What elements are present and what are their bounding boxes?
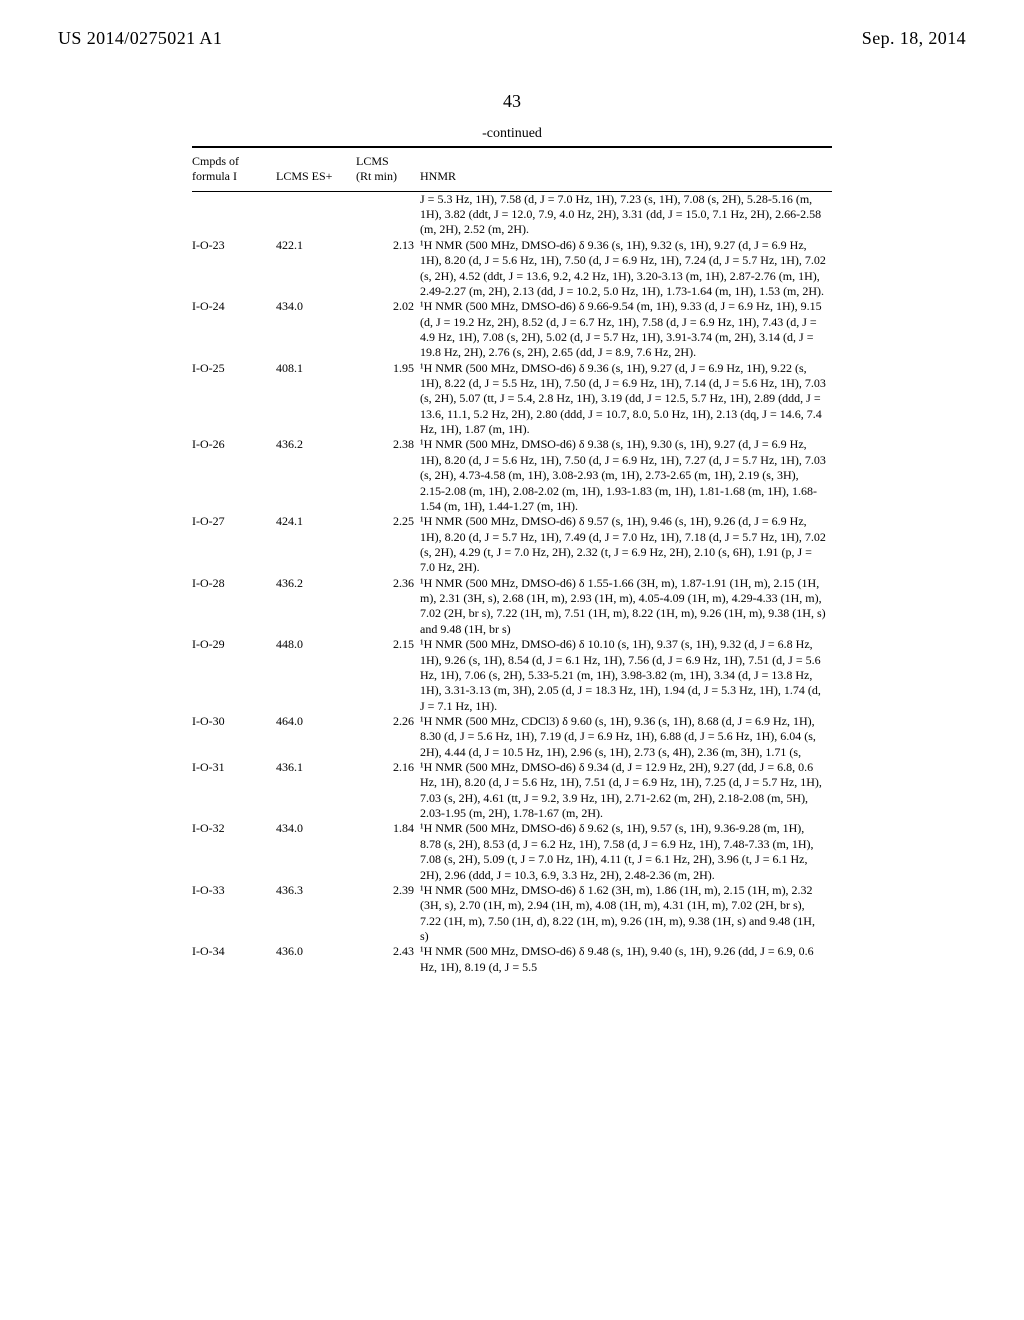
data-table-container: -continued Cmpds of formula I LCMS ES+ L… [192,126,832,975]
cell-rt: 2.43 [356,944,420,975]
cell-nmr: ¹H NMR (500 MHz, DMSO-d6) δ 9.38 (s, 1H)… [420,437,832,514]
col-header-es: LCMS ES+ [276,148,356,191]
patent-number: US 2014/0275021 A1 [58,28,222,49]
table-row: I-O-34436.02.43¹H NMR (500 MHz, DMSO-d6)… [192,944,832,975]
cell-es: 434.0 [276,299,356,360]
cell-es: 436.2 [276,437,356,514]
cell-rt: 2.16 [356,760,420,821]
cell-cmpd: I-O-30 [192,714,276,760]
cell-cmpd: I-O-31 [192,760,276,821]
table-row: I-O-27424.12.25¹H NMR (500 MHz, DMSO-d6)… [192,514,832,575]
cell-cmpd: I-O-33 [192,883,276,944]
cell-cmpd: I-O-34 [192,944,276,975]
cell-rt: 2.39 [356,883,420,944]
table-row: I-O-29448.02.15¹H NMR (500 MHz, DMSO-d6)… [192,637,832,714]
continuation-row: J = 5.3 Hz, 1H), 7.58 (d, J = 7.0 Hz, 1H… [192,191,832,238]
table-header-row: Cmpds of formula I LCMS ES+ LCMS (Rt min… [192,148,832,191]
cell-es: 424.1 [276,514,356,575]
cell-es: 422.1 [276,238,356,299]
table-row: I-O-30464.02.26¹H NMR (500 MHz, CDCl3) δ… [192,714,832,760]
cell-rt: 2.38 [356,437,420,514]
cell-nmr: ¹H NMR (500 MHz, DMSO-d6) δ 9.48 (s, 1H)… [420,944,832,975]
col-header-cmpd: Cmpds of formula I [192,148,276,191]
col-header-cmpd-l1: Cmpds of [192,154,239,168]
cell-nmr: ¹H NMR (500 MHz, DMSO-d6) δ 9.57 (s, 1H)… [420,514,832,575]
cell-cmpd: I-O-23 [192,238,276,299]
compound-table: Cmpds of formula I LCMS ES+ LCMS (Rt min… [192,148,832,975]
cell-nmr: ¹H NMR (500 MHz, DMSO-d6) δ 9.36 (s, 1H)… [420,361,832,438]
cell-nmr: ¹H NMR (500 MHz, DMSO-d6) δ 1.62 (3H, m)… [420,883,832,944]
col-header-hnmr: HNMR [420,148,832,191]
table-row: I-O-33436.32.39¹H NMR (500 MHz, DMSO-d6)… [192,883,832,944]
cell-rt: 2.15 [356,637,420,714]
col-header-rt-l1: LCMS [356,154,389,168]
cell-rt: 2.02 [356,299,420,360]
cell-es: 436.0 [276,944,356,975]
table-row: I-O-24434.02.02¹H NMR (500 MHz, DMSO-d6)… [192,299,832,360]
cell-cmpd: I-O-26 [192,437,276,514]
cell-es: 434.0 [276,821,356,882]
cell-nmr: ¹H NMR (500 MHz, DMSO-d6) δ 9.66-9.54 (m… [420,299,832,360]
table-row: I-O-25408.11.95¹H NMR (500 MHz, DMSO-d6)… [192,361,832,438]
page-number: 43 [58,91,966,112]
cell-es: 436.3 [276,883,356,944]
cell-nmr: ¹H NMR (500 MHz, DMSO-d6) δ 1.55-1.66 (3… [420,576,832,637]
col-header-es-label: LCMS ES+ [276,169,332,183]
cell-es: 408.1 [276,361,356,438]
col-header-rt: LCMS (Rt min) [356,148,420,191]
cell-rt: 1.95 [356,361,420,438]
cell-rt: 2.13 [356,238,420,299]
col-header-hnmr-label: HNMR [420,169,456,183]
cell-cmpd: I-O-24 [192,299,276,360]
cell-es: 464.0 [276,714,356,760]
publication-date: Sep. 18, 2014 [862,28,966,49]
cell-nmr: ¹H NMR (500 MHz, DMSO-d6) δ 10.10 (s, 1H… [420,637,832,714]
cell-rt: 2.26 [356,714,420,760]
cell-rt: 2.36 [356,576,420,637]
cell-cmpd: I-O-32 [192,821,276,882]
cell-cmpd: I-O-27 [192,514,276,575]
continuation-nmr: J = 5.3 Hz, 1H), 7.58 (d, J = 7.0 Hz, 1H… [420,191,832,238]
col-header-cmpd-l2: formula I [192,169,237,183]
cell-nmr: ¹H NMR (500 MHz, DMSO-d6) δ 9.36 (s, 1H)… [420,238,832,299]
table-row: I-O-32434.01.84¹H NMR (500 MHz, DMSO-d6)… [192,821,832,882]
continued-label: -continued [192,126,832,142]
table-row: I-O-31436.12.16¹H NMR (500 MHz, DMSO-d6)… [192,760,832,821]
table-row: I-O-26436.22.38¹H NMR (500 MHz, DMSO-d6)… [192,437,832,514]
cell-nmr: ¹H NMR (500 MHz, DMSO-d6) δ 9.62 (s, 1H)… [420,821,832,882]
cell-es: 436.1 [276,760,356,821]
cell-nmr: ¹H NMR (500 MHz, DMSO-d6) δ 9.34 (d, J =… [420,760,832,821]
cell-nmr: ¹H NMR (500 MHz, CDCl3) δ 9.60 (s, 1H), … [420,714,832,760]
cell-cmpd: I-O-29 [192,637,276,714]
cell-es: 436.2 [276,576,356,637]
cell-rt: 1.84 [356,821,420,882]
cell-es: 448.0 [276,637,356,714]
cell-cmpd: I-O-28 [192,576,276,637]
table-row: I-O-23422.12.13¹H NMR (500 MHz, DMSO-d6)… [192,238,832,299]
col-header-rt-l2: (Rt min) [356,169,397,183]
cell-rt: 2.25 [356,514,420,575]
cell-cmpd: I-O-25 [192,361,276,438]
table-row: I-O-28436.22.36¹H NMR (500 MHz, DMSO-d6)… [192,576,832,637]
